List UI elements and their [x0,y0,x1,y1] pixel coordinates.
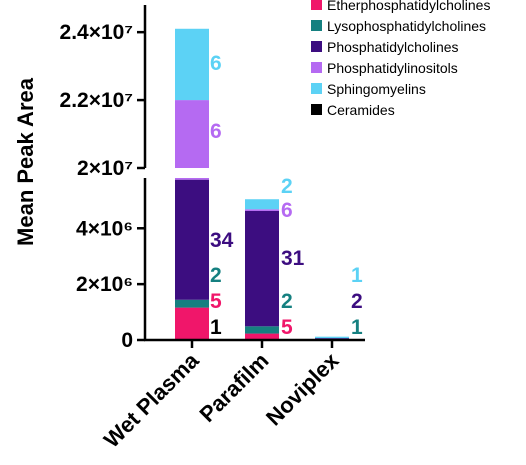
legend-label-lysophosphatidylcholines: Lysophosphatidylcholines [327,18,486,34]
legend-label-phosphatidylcholines: Phosphatidylcholines [327,39,459,55]
bar-phosphatidylinositols-wet-plasma [175,178,209,180]
legend-swatch-lysophosphatidylcholines [311,20,322,31]
legend-swatch-etherphosphatidylcholines [311,0,322,10]
bar-phosphatidylcholines-parafilm [245,210,279,327]
count-label-lysophosphatidylcholines-noviplex: 1 [351,316,363,339]
bar-etherphosphatidylcholines-wet-plasma [175,307,209,340]
y-tick-label: 4×10⁶ [76,217,133,240]
bar-sphingomyelins-noviplex [315,336,349,339]
count-label-phosphatidylinositols-parafilm: 6 [281,199,293,222]
bar-etherphosphatidylcholines-parafilm [245,333,279,340]
count-label-sphingomyelins-parafilm: 2 [281,175,293,198]
count-label-sphingomyelins-wet-plasma: 6 [210,52,222,75]
bar-sphingomyelins-wet-plasma [175,28,209,101]
legend-label-sphingomyelins: Sphingomyelins [327,81,426,97]
count-label-lysophosphatidylcholines-parafilm: 2 [281,290,293,313]
y-tick-label: 2.4×10⁷ [60,21,133,44]
count-label-sphingomyelins-noviplex: 1 [351,264,363,287]
bar-phosphatidylcholines-wet-plasma [175,179,209,300]
bar-phosphatidylinositols-wet-plasma [175,100,209,168]
y-tick-label: 0 [121,329,133,352]
x-category-label: Parafilm [194,348,273,427]
count-label-lysophosphatidylcholines-wet-plasma: 2 [210,264,222,287]
y-axis-label: Mean Peak Area [13,77,38,246]
legend-swatch-sphingomyelins [311,83,322,94]
x-category-label: Wet Plasma [99,347,204,452]
legend-label-ceramides: Ceramides [327,102,395,118]
count-label-etherphosphatidylcholines-parafilm: 5 [281,316,293,339]
bar-lysophosphatidylcholines-parafilm [245,326,279,334]
legend-label-phosphatidylinositols: Phosphatidylinositols [327,60,458,76]
bar-phosphatidylinositols-parafilm [245,209,279,211]
legend-label-etherphosphatidylcholines: Etherphosphatidylcholines [327,0,490,13]
count-label-phosphatidylcholines-noviplex: 2 [351,290,363,313]
y-tick-label: 2×10⁷ [77,157,133,180]
bar-sphingomyelins-parafilm [245,199,279,210]
y-tick-label: 2×10⁶ [76,273,133,296]
legend: Etherphosphatidylcholines Lysophosphatidy… [311,0,490,118]
count-label-ceramides-wet-plasma: 1 [210,316,222,339]
x-category-label: Noviplex [261,347,344,430]
legend-swatch-phosphatidylcholines [311,41,322,52]
count-label-phosphatidylinositols-wet-plasma: 6 [210,120,222,143]
legend-swatch-phosphatidylinositols [311,62,322,73]
count-label-etherphosphatidylcholines-wet-plasma: 5 [210,290,222,313]
bars-group [175,28,349,340]
legend-swatch-ceramides [311,104,322,115]
count-label-phosphatidylcholines-parafilm: 31 [281,247,305,270]
count-label-phosphatidylcholines-wet-plasma: 34 [210,229,234,252]
bar-lysophosphatidylcholines-wet-plasma [175,299,209,308]
y-tick-label: 2.2×10⁷ [60,89,133,112]
